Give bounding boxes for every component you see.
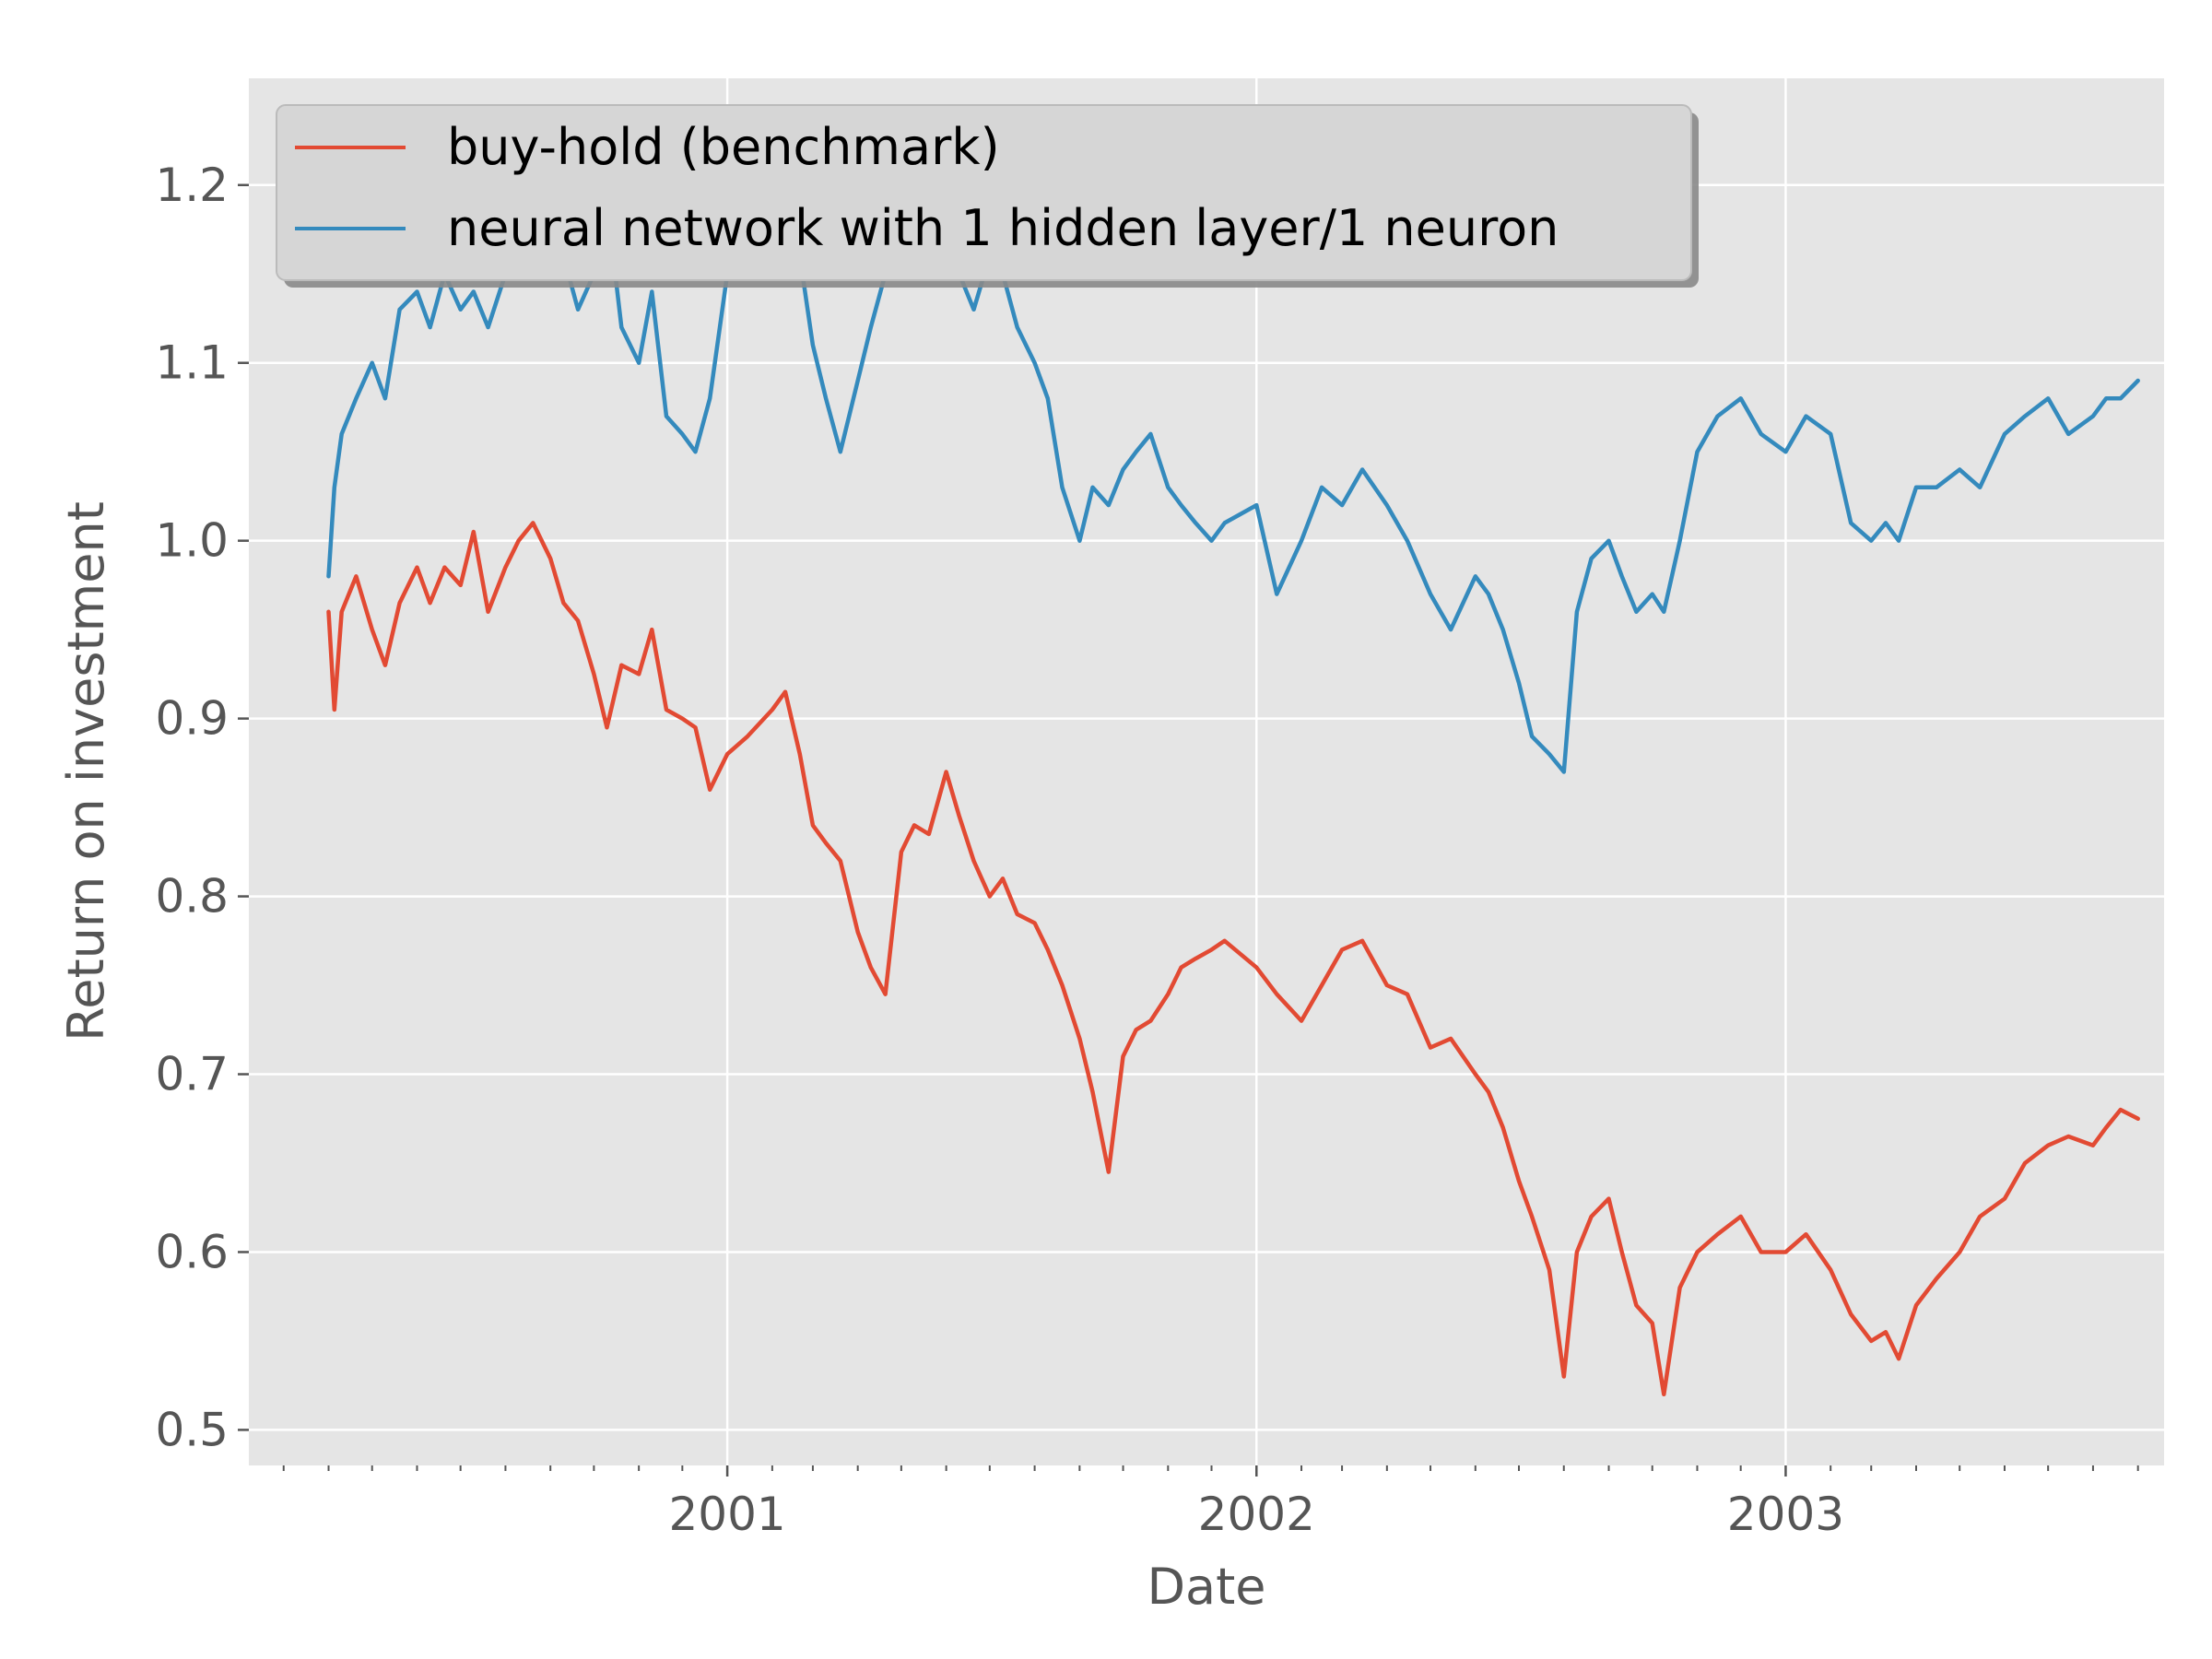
legend-box [276, 104, 1692, 281]
y-tick-label-3: 0.8 [155, 870, 229, 924]
y-tick-label-6: 1.1 [155, 336, 229, 390]
y-tick-label-7: 1.2 [155, 159, 229, 212]
y-tick-label-5: 1.0 [155, 514, 229, 568]
y-tick-label-0: 0.5 [155, 1403, 229, 1456]
legend-label-buy-hold: buy-hold (benchmark) [447, 118, 1000, 176]
tick-labels: 0.5 0.6 0.7 0.8 0.9 1.0 1.1 1.2 2001 2002 2003 [155, 159, 1844, 1541]
plot-area-background [249, 78, 2164, 1465]
y-tick-label-2: 0.7 [155, 1048, 229, 1101]
legend-label-neural-network: neural network with 1 hidden layer/1 neu… [447, 199, 1559, 257]
x-tick-label-1: 2002 [1198, 1488, 1315, 1541]
axis-ticks [238, 183, 2139, 1477]
series-line-1 [326, 182, 2140, 774]
x-tick-label-2: 2003 [1727, 1488, 1844, 1541]
y-tick-label-4: 0.9 [155, 692, 229, 746]
series-line-0 [326, 521, 2140, 1397]
x-axis-label: Date [1147, 1558, 1265, 1616]
legend: buy-hold (benchmark) neural network with… [276, 104, 1699, 288]
y-axis-label: Return on investment [57, 501, 115, 1041]
series-lines [326, 182, 2140, 1397]
y-tick-label-1: 0.6 [155, 1225, 229, 1278]
x-tick-label-0: 2001 [668, 1488, 785, 1541]
